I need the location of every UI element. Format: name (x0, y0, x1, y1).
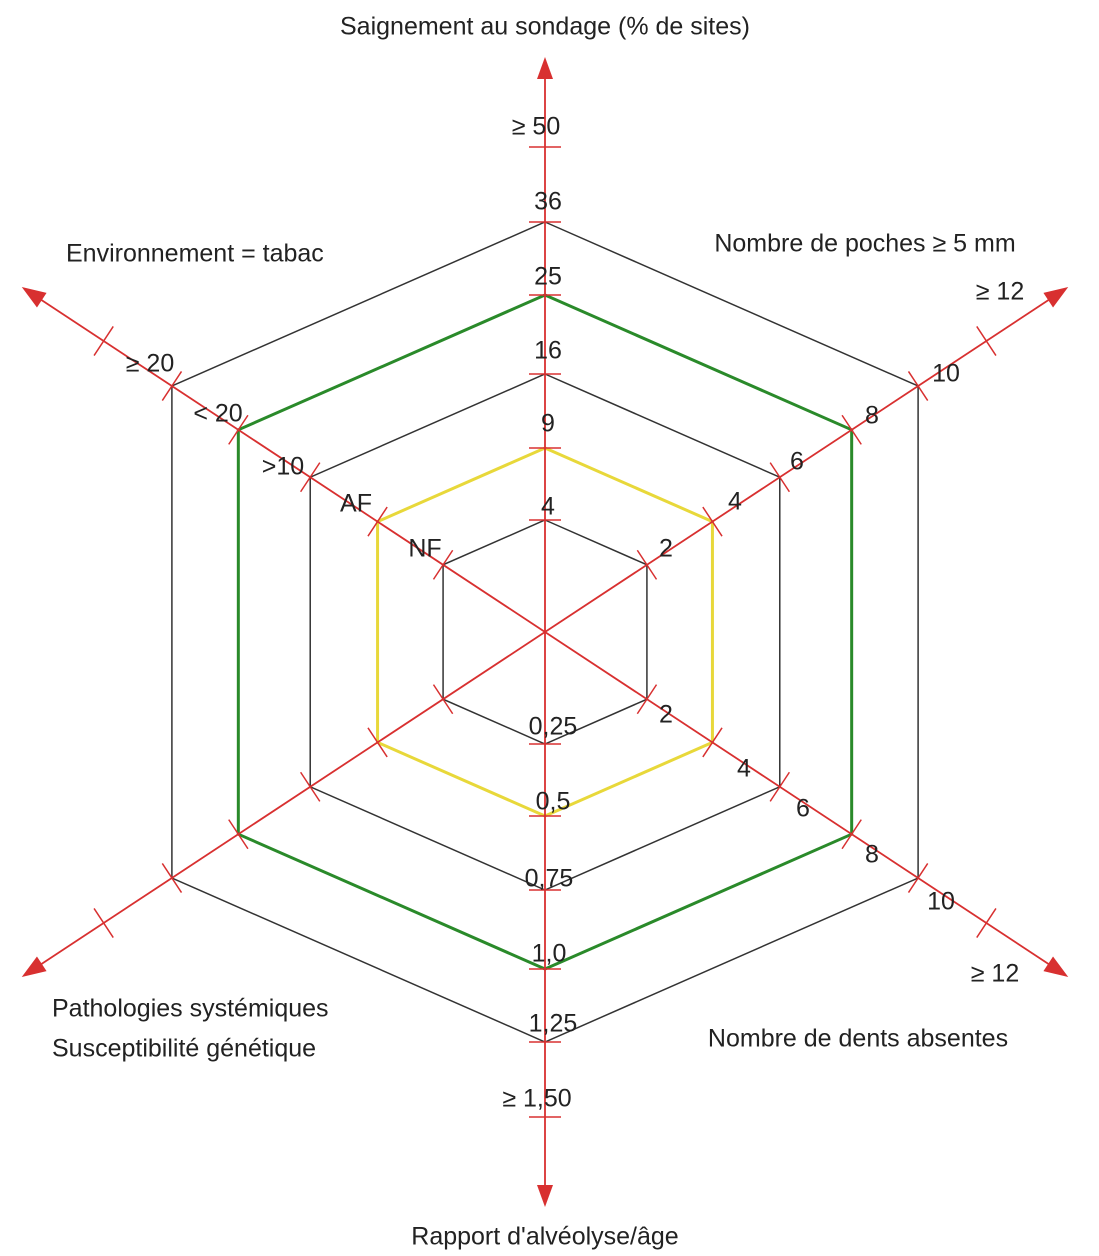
axis-name: Pathologies systémiques (52, 995, 329, 1023)
axis-arrow (537, 1185, 553, 1207)
axis-tick (161, 371, 183, 401)
tick-label: 0,5 (536, 788, 571, 816)
tick-label: 4 (728, 488, 742, 516)
tick-label: >10 (262, 453, 304, 481)
tick-label: 0,25 (529, 713, 578, 741)
axis-name: Environnement = tabac (66, 240, 324, 268)
tick-label: 10 (927, 888, 955, 916)
axis-name: Susceptibilité génétique (52, 1035, 316, 1063)
axis-name: Nombre de dents absentes (708, 1025, 1008, 1053)
axis-tick (702, 506, 723, 537)
tick-label: 9 (541, 410, 555, 438)
axis-tick (299, 771, 321, 802)
axis-tick (636, 684, 658, 715)
axis-tick (841, 819, 862, 850)
axis-tick (907, 371, 929, 401)
tick-label: ≥ 12 (971, 960, 1019, 988)
axis-tick (702, 727, 723, 758)
tick-label: 10 (932, 360, 960, 388)
tick-label: ≥ 20 (126, 350, 174, 378)
axis-arrow (1043, 956, 1069, 977)
tick-label: 8 (865, 841, 879, 869)
axis-arrow (21, 287, 47, 308)
axis-tick (769, 462, 791, 493)
tick-label: 0,75 (525, 865, 574, 893)
axis-tick (769, 771, 791, 802)
axis-tick (93, 326, 114, 356)
axis-name: Rapport d'alvéolyse/âge (411, 1223, 678, 1251)
axis-tick (228, 414, 249, 445)
axis-tick (841, 414, 862, 445)
tick-label: NF (408, 535, 441, 563)
tick-label: 6 (790, 448, 804, 476)
tick-label: 6 (796, 795, 810, 823)
axis-tick (907, 863, 929, 893)
axis-arrow (21, 956, 47, 977)
tick-label: < 20 (193, 400, 242, 428)
tick-label: 2 (659, 701, 673, 729)
tick-label: ≥ 1,50 (502, 1085, 571, 1113)
tick-label: ≥ 50 (512, 113, 560, 141)
tick-label: 4 (541, 493, 555, 521)
axis-name: Saignement au sondage (% de sites) (340, 13, 750, 41)
axis-arrow (1043, 287, 1069, 308)
tick-label: 4 (737, 755, 751, 783)
tick-label: AF (340, 490, 372, 518)
tick-label: ≥ 12 (976, 278, 1024, 306)
tick-label: 36 (534, 188, 562, 216)
axis-tick (432, 684, 454, 715)
tick-label: 16 (534, 337, 562, 365)
axis-tick (228, 819, 249, 850)
axis-tick (299, 462, 321, 493)
axis-tick (636, 549, 658, 580)
axis-tick (367, 727, 388, 758)
axis-tick (93, 908, 114, 938)
tick-label: 1,0 (532, 940, 567, 968)
axis-tick (367, 506, 388, 537)
tick-label: 25 (534, 263, 562, 291)
axis-line (25, 289, 1065, 975)
tick-label: 8 (865, 402, 879, 430)
tick-label: 2 (659, 535, 673, 563)
axis-tick (976, 326, 997, 356)
axis-arrow (537, 57, 553, 79)
axis-tick (161, 863, 183, 893)
tick-label: 1,25 (529, 1010, 578, 1038)
axis-name: Nombre de poches ≥ 5 mm (714, 230, 1015, 258)
axis-tick (432, 549, 454, 580)
axis-tick (976, 908, 997, 938)
